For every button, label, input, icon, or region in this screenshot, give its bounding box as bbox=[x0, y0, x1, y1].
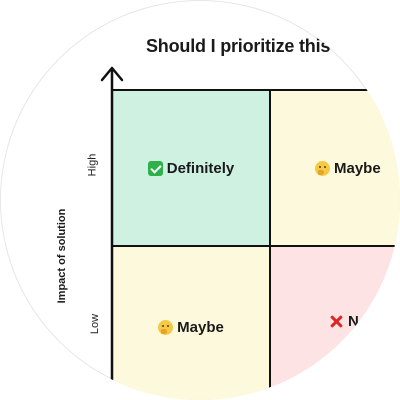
quadrant-top-right-label: Maybe bbox=[334, 160, 381, 177]
quadrant-top-left-label-group: Definitely bbox=[147, 159, 235, 177]
quadrant-bottom-right-label: N bbox=[348, 313, 359, 330]
quadrant-bottom-right: N bbox=[271, 247, 400, 400]
quadrant-top-right: Maybe bbox=[271, 91, 400, 247]
y-tick-low: Low bbox=[89, 313, 102, 335]
quadrant-top-right-label-group: Maybe bbox=[315, 160, 381, 177]
quadrant-top-left: Definitely bbox=[113, 91, 271, 247]
grid-top-border bbox=[112, 89, 400, 91]
check-mark-icon bbox=[147, 160, 163, 176]
y-axis-label: Impact of solution bbox=[56, 208, 68, 304]
quadrant-bottom-left: Maybe bbox=[113, 247, 271, 400]
thinking-face-icon bbox=[158, 319, 174, 335]
diagram-title: Should I prioritize this bbox=[146, 36, 331, 56]
y-tick-high: High bbox=[86, 153, 99, 177]
quadrant-bottom-left-label-group: Maybe bbox=[158, 319, 224, 336]
quadrant-bottom-right-label-group: N bbox=[329, 313, 359, 330]
y-axis-arrowhead bbox=[100, 66, 124, 82]
quadrant-top-left-label: Definitely bbox=[166, 159, 235, 177]
quadrant-bottom-left-label: Maybe bbox=[177, 318, 224, 336]
thinking-face-icon bbox=[315, 161, 330, 176]
